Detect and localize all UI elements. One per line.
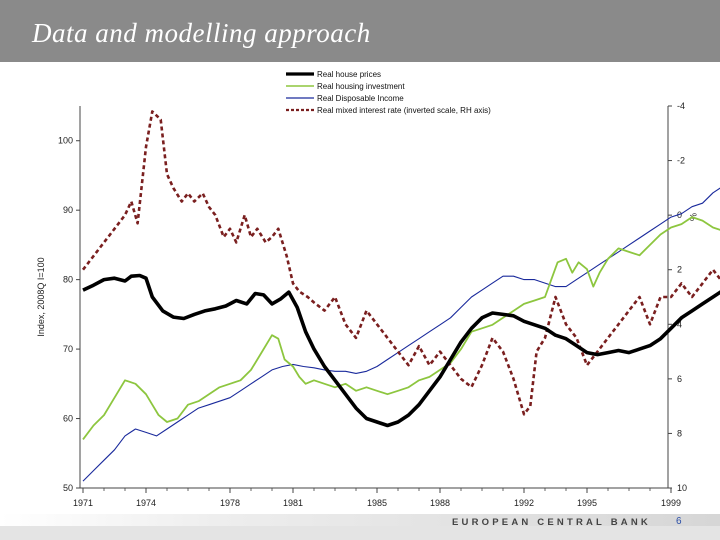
y2-tick-label: 2 xyxy=(677,265,682,275)
y-tick-label: 90 xyxy=(63,205,73,215)
x-tick-label: 1992 xyxy=(514,498,534,508)
series-line-3 xyxy=(81,110,720,416)
y2-tick-label: 6 xyxy=(677,374,682,384)
chart-axes: 50 60 70 80 90 100 -4 -2 0 2 4 6 8 10 1971 1974 1978 1981… xyxy=(36,101,698,508)
series-line-2 xyxy=(82,187,720,482)
series-line-0 xyxy=(82,273,720,428)
y2-tick-label: 10 xyxy=(677,483,687,493)
x-tick-label: 1974 xyxy=(136,498,156,508)
y2-tick-label: 4 xyxy=(677,319,682,329)
legend-label-0: Real house prices xyxy=(317,70,381,79)
y2-tick-label: -2 xyxy=(677,156,685,166)
x-tick-label: 1971 xyxy=(73,498,93,508)
x-tick-label: 1985 xyxy=(367,498,387,508)
page-number: 6 xyxy=(676,516,682,527)
chart-series xyxy=(81,110,720,482)
y2-tick-label: 8 xyxy=(677,428,682,438)
legend-label-2: Real Disposable Income xyxy=(317,94,404,103)
title-bar xyxy=(0,0,720,62)
x-tick-label: 1995 xyxy=(577,498,597,508)
y-tick-label: 80 xyxy=(63,275,73,285)
x-tick-label: 1981 xyxy=(283,498,303,508)
footer-bank-name: EUROPEAN CENTRAL BANK xyxy=(452,517,651,528)
y2-tick-label: 0 xyxy=(677,210,682,220)
x-tick-label: 1978 xyxy=(220,498,240,508)
x-tick-label: 1988 xyxy=(430,498,450,508)
y2-tick-label: -4 xyxy=(677,101,685,111)
y-tick-label: 60 xyxy=(63,414,73,424)
y-tick-label: 100 xyxy=(58,136,73,146)
legend-label-3: Real mixed interest rate (inverted scale… xyxy=(317,106,491,115)
legend-label-1: Real housing investment xyxy=(317,82,405,91)
chart-legend: Real house prices Real housing investment… xyxy=(286,70,491,115)
x-tick-label: 1999 xyxy=(661,498,681,508)
y-tick-label: 70 xyxy=(63,344,73,354)
y-tick-label: 50 xyxy=(63,483,73,493)
y-axis-label: Index, 2008Q I=100 xyxy=(36,257,46,336)
footer-gradient xyxy=(0,514,720,526)
slide-title: Data and modelling approach xyxy=(32,18,371,48)
series-line-1 xyxy=(82,216,720,440)
